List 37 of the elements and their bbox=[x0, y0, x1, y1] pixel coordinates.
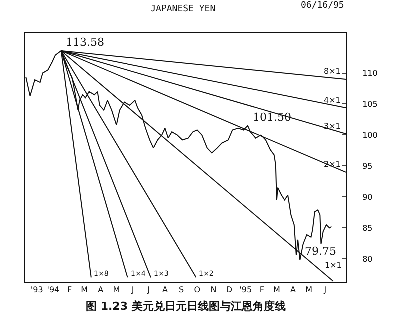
x-tick-label: '93 bbox=[30, 286, 44, 295]
x-tick-label: F bbox=[67, 286, 72, 295]
caption: 图 1.23 美元兑日元日线图与江恩角度线 bbox=[86, 300, 286, 313]
y-tick-label: 110 bbox=[362, 69, 378, 78]
x-tick-label: N bbox=[210, 286, 217, 295]
chart-title: JAPANESE YEN bbox=[150, 4, 216, 14]
annotation: 101.50 bbox=[253, 111, 292, 124]
x-tick-label: A bbox=[98, 286, 104, 295]
series-label: 2×1 bbox=[324, 160, 341, 169]
x-tick-label: '95 bbox=[240, 286, 252, 295]
x-tick-label: A bbox=[290, 286, 297, 295]
y-tick-label: 95 bbox=[362, 162, 373, 171]
x-tick-label: M bbox=[273, 286, 280, 295]
x-tick-label: '94 bbox=[47, 286, 60, 295]
y-tick-label: 105 bbox=[362, 100, 378, 110]
annotation: 79.75 bbox=[305, 245, 336, 258]
x-tick-label: J bbox=[130, 286, 134, 295]
x-tick-label: A bbox=[162, 286, 168, 295]
x-tick-label: O bbox=[194, 286, 201, 295]
text: 06/16/95 bbox=[301, 1, 344, 11]
x-tick-label: J bbox=[323, 286, 327, 295]
series-label: 4×1 bbox=[324, 96, 341, 105]
series-label: 3×1 bbox=[324, 122, 341, 131]
x-tick-label: D bbox=[226, 286, 233, 295]
x-tick-label: M bbox=[113, 286, 120, 295]
y-tick-label: 100 bbox=[362, 131, 378, 140]
x-tick-label: S bbox=[179, 286, 184, 295]
series-label: 1×1 bbox=[325, 261, 342, 270]
x-tick-label: J bbox=[146, 286, 150, 295]
annotation: 113.58 bbox=[66, 36, 104, 49]
y-tick-label: 80 bbox=[362, 254, 373, 264]
x-tick-label: M bbox=[306, 286, 313, 295]
x-tick-label: M bbox=[81, 286, 88, 295]
series-label: 8×1 bbox=[324, 67, 341, 76]
x-tick-label: F bbox=[260, 286, 265, 295]
y-tick-label: 90 bbox=[362, 192, 373, 202]
y-tick-label: 85 bbox=[362, 224, 373, 233]
